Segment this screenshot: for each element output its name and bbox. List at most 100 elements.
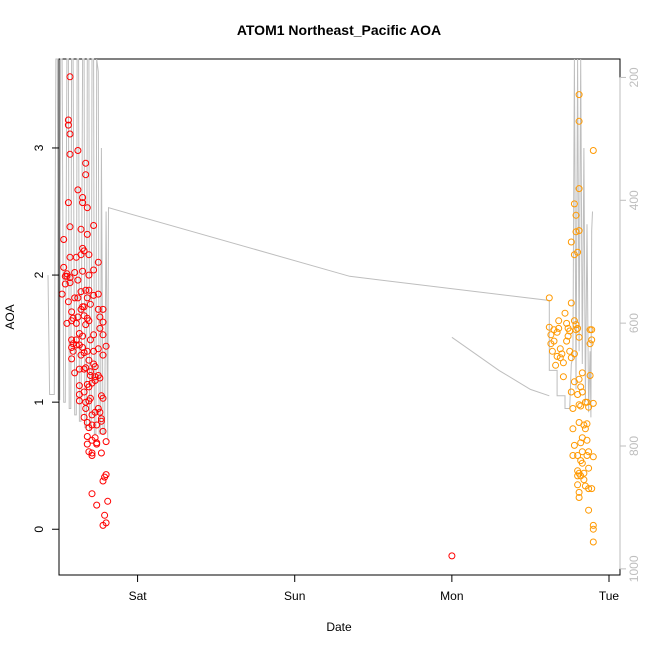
data-point (563, 319, 571, 327)
data-point (72, 319, 80, 327)
data-point (64, 121, 72, 129)
data-point (99, 394, 107, 402)
data-point (550, 337, 558, 345)
y2-tick-label: 200 (627, 67, 641, 87)
data-point (93, 439, 101, 447)
data-point (80, 388, 88, 396)
data-point (90, 331, 98, 339)
data-point (61, 280, 69, 288)
data-point (104, 497, 112, 505)
data-point (83, 294, 91, 302)
data-point (96, 324, 104, 332)
data-point (64, 199, 72, 207)
points-layer (58, 73, 597, 560)
data-point (575, 227, 583, 235)
data-point (69, 347, 77, 355)
data-point (589, 399, 597, 407)
data-point (83, 204, 91, 212)
data-point (80, 413, 88, 421)
data-point (99, 331, 107, 339)
data-point (575, 91, 583, 99)
data-point (555, 317, 563, 325)
data-point (94, 305, 102, 313)
data-point (74, 186, 82, 194)
data-point (574, 481, 582, 489)
data-point (448, 552, 456, 560)
data-point (102, 438, 110, 446)
data-point (66, 274, 74, 282)
data-point (97, 415, 105, 423)
data-point (85, 286, 93, 294)
data-point (574, 248, 582, 256)
y2-tick-label: 800 (627, 436, 641, 456)
data-point (91, 373, 99, 381)
data-point (82, 398, 90, 406)
x-axis-label: Date (326, 620, 352, 634)
data-point (97, 449, 105, 457)
data-point (69, 314, 77, 322)
data-point (97, 417, 105, 425)
data-point (66, 279, 74, 287)
y2-tick-label: 1000 (627, 555, 641, 582)
data-point (99, 351, 107, 359)
data-point (580, 421, 588, 429)
data-point (82, 286, 90, 294)
data-point (93, 501, 101, 509)
data-point (75, 397, 83, 405)
data-point (83, 230, 91, 238)
data-point (566, 327, 574, 335)
data-point (74, 276, 82, 284)
data-point (96, 374, 104, 382)
data-point (85, 271, 93, 279)
data-point (96, 408, 104, 416)
data-point (553, 328, 561, 336)
y-axis: 0 1 2 3 (32, 144, 60, 533)
data-point (75, 382, 83, 390)
data-point (99, 305, 107, 313)
data-point (575, 117, 583, 125)
data-point (68, 355, 76, 363)
data-point (90, 291, 98, 299)
data-point (72, 336, 80, 344)
data-point (559, 359, 567, 367)
data-point (578, 369, 586, 377)
data-point (99, 477, 107, 485)
line-layer (47, 58, 593, 441)
data-point (66, 130, 74, 138)
x-tick-label: Tue (599, 589, 620, 603)
data-point (68, 308, 76, 316)
data-point (583, 420, 591, 428)
data-point (71, 369, 79, 377)
data-point (586, 340, 594, 348)
data-point (77, 225, 85, 233)
data-point (572, 326, 580, 334)
data-point (570, 317, 578, 325)
data-point (583, 436, 591, 444)
data-point (589, 525, 597, 533)
x-tick-label: Sat (129, 589, 148, 603)
data-point (102, 471, 110, 479)
y-tick-label: 0 (32, 526, 46, 533)
data-point (585, 448, 593, 456)
data-point (82, 405, 90, 412)
data-point (585, 506, 593, 514)
data-point (74, 147, 82, 154)
data-point (569, 405, 577, 412)
data-point (545, 294, 553, 302)
data-point (586, 372, 594, 379)
data-point (574, 452, 582, 459)
data-point (572, 211, 580, 219)
data-point (82, 171, 90, 179)
data-point (567, 238, 575, 246)
data-point (588, 336, 596, 344)
data-point (561, 309, 569, 317)
data-point (72, 341, 80, 349)
data-point (66, 223, 74, 231)
data-point (80, 247, 88, 255)
y-tick-label: 2 (32, 271, 46, 278)
data-point (589, 147, 597, 154)
data-point (589, 521, 597, 529)
data-point (575, 401, 583, 409)
data-point (86, 300, 94, 308)
